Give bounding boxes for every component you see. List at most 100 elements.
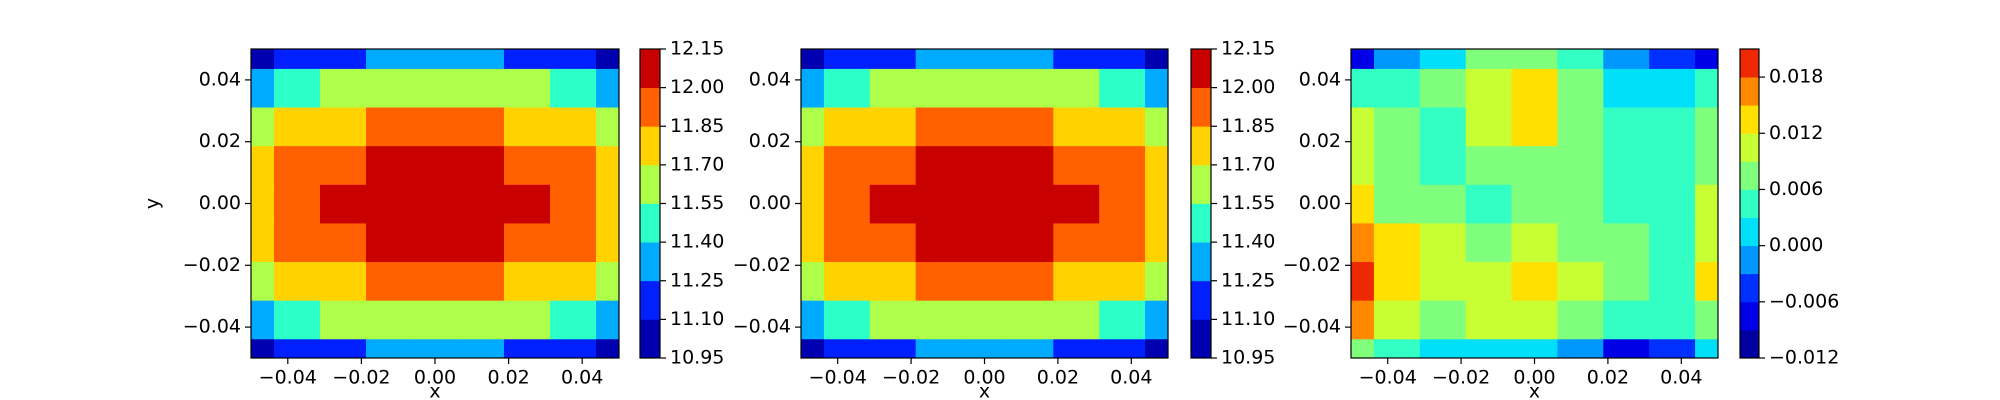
x-tick-label: −0.02 — [1432, 367, 1490, 389]
contour-cell — [596, 222, 619, 263]
contour-cell — [961, 261, 1009, 301]
contour-cell — [801, 261, 825, 301]
contour-cell — [1649, 145, 1696, 185]
contour-cell — [550, 300, 597, 340]
contour-cell — [596, 184, 619, 224]
contour-cell — [1649, 338, 1696, 358]
colorbar-tick-label: 11.85 — [670, 115, 724, 137]
contour-cell — [1695, 145, 1718, 185]
contour-cell — [458, 106, 505, 147]
contour-cell — [1603, 106, 1650, 147]
colorbar-segment — [1191, 203, 1211, 243]
colorbar-segment — [640, 126, 660, 166]
contour-cell — [1145, 49, 1168, 69]
contour-cell — [869, 49, 917, 69]
contour-cell — [320, 145, 367, 185]
contour-cell — [823, 338, 871, 358]
contour-cell — [1511, 49, 1559, 69]
contour-cell — [251, 145, 275, 185]
colorbar-segment — [1740, 77, 1759, 106]
contour-cell — [320, 184, 367, 224]
contour-cell — [504, 106, 551, 147]
contour-cell — [550, 338, 597, 358]
contour-cell — [366, 184, 413, 224]
contour-cell — [596, 68, 619, 108]
contour-cell — [1695, 222, 1718, 263]
contour-cell — [1557, 145, 1604, 185]
contour-cell — [1351, 261, 1375, 301]
y-tick-label: 0.02 — [1299, 130, 1341, 152]
contour-cell — [1419, 338, 1467, 358]
colorbar-segment — [1740, 133, 1759, 162]
contour-field — [1351, 49, 1718, 358]
contour-cell — [1007, 49, 1054, 69]
contour-cell — [1099, 338, 1146, 358]
contour-cell — [961, 222, 1009, 263]
contour-cell — [1695, 49, 1718, 69]
contour-cell — [458, 338, 505, 358]
x-tick-label: −0.04 — [1359, 367, 1417, 389]
contour-cell — [1351, 49, 1375, 69]
colorbar-segment — [640, 87, 660, 127]
contour-cell — [1099, 145, 1146, 185]
contour-cell — [274, 68, 321, 108]
colorbar-tick-label: 11.10 — [670, 308, 724, 330]
colorbar-tick-label: 11.55 — [670, 192, 724, 214]
contour-cell — [1465, 222, 1513, 263]
contour-cell — [1373, 261, 1421, 301]
contour-cell — [961, 49, 1009, 69]
colorbar-tick-label: 10.95 — [670, 347, 724, 369]
contour-cell — [1695, 68, 1718, 108]
colorbar-segment — [1740, 189, 1759, 218]
contour-cell — [1053, 68, 1100, 108]
colorbar-tick-label: 11.25 — [670, 269, 724, 291]
contour-cell — [1007, 261, 1054, 301]
contour-cell — [1603, 68, 1650, 108]
colorbar-segment — [1191, 87, 1211, 127]
contour-cell — [1465, 261, 1513, 301]
contour-cell — [320, 261, 367, 301]
contour-field — [801, 49, 1168, 358]
contour-cell — [1007, 184, 1054, 224]
x-tick-label: 0.00 — [414, 367, 456, 389]
contour-cell — [1603, 222, 1650, 263]
contour-cell — [504, 261, 551, 301]
colorbar-tick-label: 0.012 — [1769, 122, 1823, 144]
contour-cell — [961, 338, 1009, 358]
contour-cell — [1511, 184, 1559, 224]
contour-cell — [1053, 145, 1100, 185]
contour-cell — [1465, 184, 1513, 224]
contour-cell — [1557, 106, 1604, 147]
x-tick-label: −0.04 — [259, 367, 317, 389]
contour-cell — [1053, 300, 1100, 340]
contour-cell — [412, 261, 459, 301]
contour-cell — [550, 261, 597, 301]
contour-cell — [366, 338, 413, 358]
contour-cell — [274, 106, 321, 147]
x-tick-label: 0.00 — [1513, 367, 1555, 389]
contour-cell — [1465, 145, 1513, 185]
contour-cell — [1351, 145, 1375, 185]
colorbar-segment — [640, 203, 660, 243]
colorbar-frame — [1739, 48, 1760, 359]
contour-cell — [1695, 184, 1718, 224]
contour-cell — [1007, 106, 1054, 147]
contour-cell — [320, 338, 367, 358]
contour-cell — [251, 261, 275, 301]
contour-cell — [1373, 68, 1421, 108]
contour-cell — [1053, 261, 1100, 301]
contour-cell — [1419, 222, 1467, 263]
x-tick-label: −0.02 — [332, 367, 390, 389]
colorbar-tick-label: 10.95 — [1221, 347, 1275, 369]
contour-cell — [961, 68, 1009, 108]
contour-cell — [1649, 300, 1696, 340]
colorbar-tick-label: 11.70 — [1221, 153, 1275, 175]
colorbar-segment — [1740, 161, 1759, 190]
contour-cell — [1695, 300, 1718, 340]
contour-cell — [915, 106, 963, 147]
contour-cell — [1419, 68, 1467, 108]
contour-cell — [1373, 338, 1421, 358]
contour-cell — [412, 222, 459, 263]
contour-cell — [596, 106, 619, 147]
contour-cell — [458, 68, 505, 108]
